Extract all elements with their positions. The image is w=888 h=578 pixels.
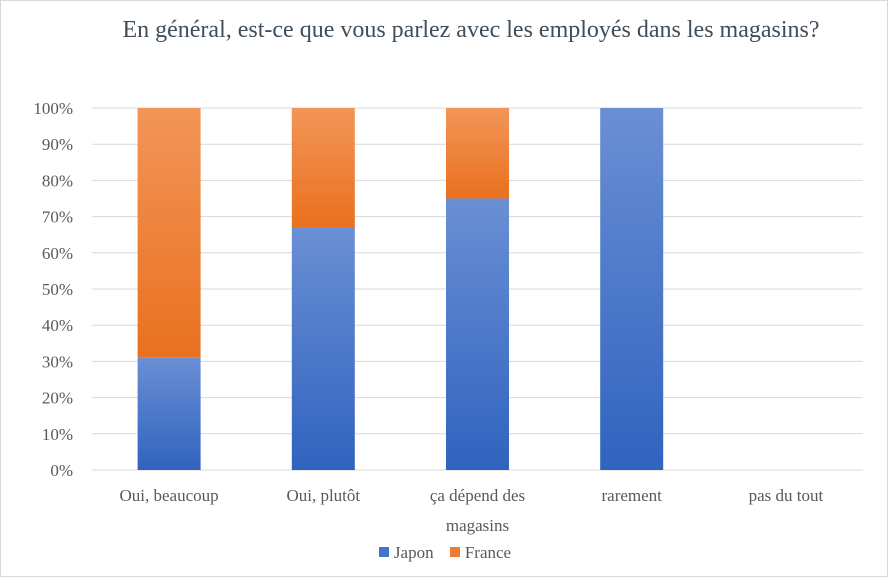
legend-label-france: France	[464, 543, 512, 562]
x-category-label: Oui, beaucoup	[120, 486, 219, 505]
y-tick-label: 90%	[42, 135, 73, 154]
legend-swatch-japon	[378, 547, 389, 557]
legend: Japon France	[1, 543, 888, 563]
bar-japon-2	[446, 198, 509, 470]
y-tick-label: 10%	[42, 425, 73, 444]
y-tick-label: 20%	[42, 389, 73, 408]
x-axis-category-labels: Oui, beaucoup Oui, plutôt ça dépend des mag…	[120, 486, 824, 535]
y-tick-label: 60%	[42, 244, 73, 263]
y-axis-tick-labels: 0% 10% 20% 30% 40% 50% 60% 70% 80% 90% 100%	[33, 99, 73, 480]
x-category-label: Oui, plutôt	[286, 486, 360, 505]
y-tick-label: 70%	[42, 208, 73, 227]
bar-japon-1	[291, 227, 355, 470]
legend-item-japon: Japon	[378, 543, 434, 563]
legend-swatch-france	[449, 547, 460, 557]
x-category-label: pas du tout	[749, 486, 824, 505]
chart-title: En général, est-ce que vous parlez avec …	[122, 17, 820, 43]
bars	[137, 108, 664, 470]
y-tick-label: 30%	[42, 352, 73, 371]
y-tick-label: 100%	[33, 99, 73, 118]
bar-japon-0	[137, 357, 201, 470]
y-tick-label: 80%	[42, 171, 73, 190]
legend-label-japon: Japon	[393, 543, 434, 562]
y-tick-label: 40%	[42, 316, 73, 335]
x-category-label: rarement	[601, 486, 662, 505]
bar-japon-3	[600, 108, 664, 470]
bar-france-1	[291, 108, 355, 228]
legend-item-france: France	[449, 543, 512, 563]
bar-france-0	[137, 108, 201, 358]
y-tick-label: 50%	[42, 280, 73, 299]
y-tick-label: 0%	[50, 461, 73, 480]
bar-france-2	[446, 108, 509, 199]
x-category-label: ça dépend des magasins	[430, 486, 525, 535]
